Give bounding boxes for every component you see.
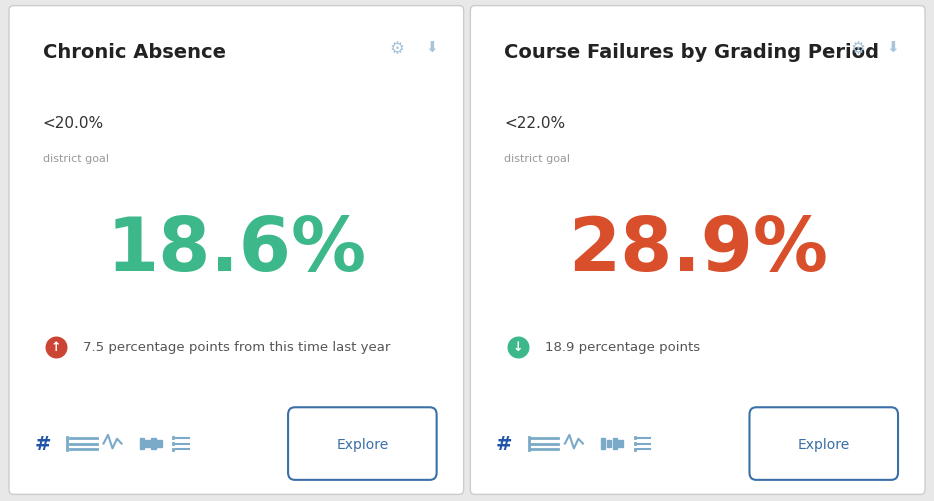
Text: Course Failures by Grading Period: Course Failures by Grading Period	[504, 43, 879, 62]
FancyBboxPatch shape	[471, 7, 925, 494]
Point	[510, 343, 525, 351]
Text: ↓: ↓	[513, 341, 523, 354]
Text: <22.0%: <22.0%	[504, 115, 565, 130]
Text: <20.0%: <20.0%	[43, 115, 104, 130]
FancyBboxPatch shape	[288, 407, 436, 480]
Text: ⚙: ⚙	[851, 41, 866, 59]
Text: 7.5 percentage points from this time last year: 7.5 percentage points from this time las…	[83, 341, 390, 354]
Text: district goal: district goal	[43, 154, 108, 164]
Text: ⚙: ⚙	[389, 41, 404, 59]
Text: #: #	[35, 434, 51, 453]
Text: 18.6%: 18.6%	[106, 214, 366, 287]
Text: Explore: Explore	[798, 437, 850, 451]
Bar	[151, 438, 156, 449]
Text: ↑: ↑	[51, 341, 62, 354]
Text: 18.9 percentage points: 18.9 percentage points	[545, 341, 700, 354]
Text: Explore: Explore	[336, 437, 389, 451]
Bar	[601, 438, 605, 449]
Text: ⬇: ⬇	[425, 41, 438, 56]
Text: Chronic Absence: Chronic Absence	[43, 43, 226, 62]
Bar	[146, 440, 149, 447]
FancyBboxPatch shape	[749, 407, 898, 480]
Text: ⬇: ⬇	[886, 41, 899, 56]
Bar	[157, 440, 162, 447]
Bar	[618, 440, 623, 447]
Text: district goal: district goal	[504, 154, 570, 164]
Bar	[613, 438, 617, 449]
Bar	[607, 440, 611, 447]
FancyBboxPatch shape	[9, 7, 463, 494]
Bar	[139, 438, 144, 449]
Text: 28.9%: 28.9%	[568, 214, 828, 287]
Text: #: #	[496, 434, 513, 453]
Point	[49, 343, 64, 351]
